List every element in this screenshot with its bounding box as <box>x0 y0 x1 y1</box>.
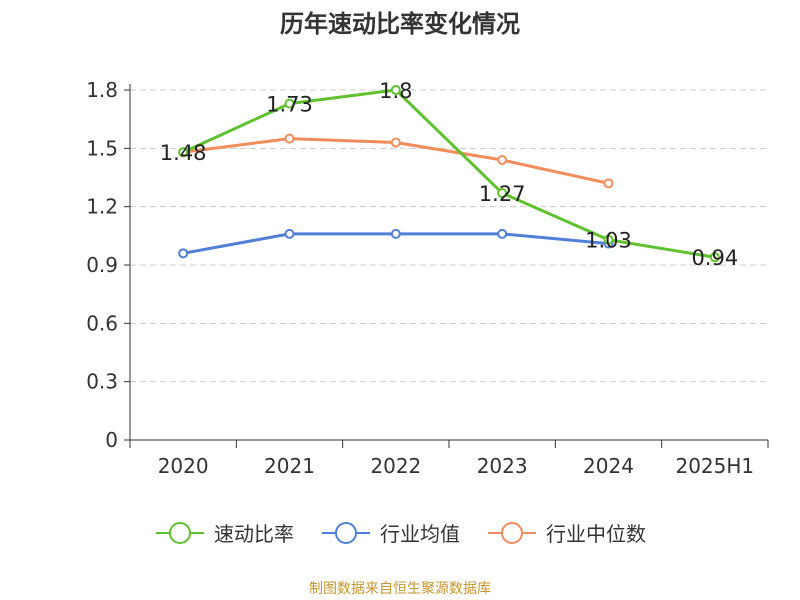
legend-line-icon <box>156 521 204 544</box>
data-point <box>603 178 614 189</box>
series-line-0 <box>182 88 716 259</box>
x-tick-label: 2020 <box>158 454 209 478</box>
x-tick-label: 2025H1 <box>675 454 754 478</box>
legend-label: 速动比率 <box>214 522 294 546</box>
data-point <box>178 248 189 259</box>
y-tick-label: 0.6 <box>86 311 118 335</box>
data-point <box>497 188 508 199</box>
source-note: 制图数据来自恒生聚源数据库 <box>309 581 491 597</box>
x-tick-label: 2023 <box>477 454 528 478</box>
data-point <box>390 137 401 148</box>
x-tick-label: 2024 <box>583 454 634 478</box>
data-label: 1.03 <box>585 229 632 253</box>
legend-item[interactable]: 行业中位数 <box>486 518 646 547</box>
data-point <box>603 234 614 245</box>
y-tick-label: 1.8 <box>86 78 118 102</box>
data-label: 0.94 <box>691 246 738 270</box>
legend-item[interactable]: 行业均值 <box>320 518 460 547</box>
y-tick-label: 0.3 <box>86 370 118 394</box>
data-point <box>497 228 508 239</box>
data-point <box>497 155 508 165</box>
data-point <box>178 147 189 158</box>
legend-line-icon <box>322 521 370 544</box>
y-tick-label: 1.5 <box>86 136 118 160</box>
legend-item[interactable]: 速动比率 <box>154 518 294 547</box>
data-point <box>284 228 295 239</box>
chart-title: 历年速动比率变化情况 <box>280 10 520 38</box>
x-tick-label: 2021 <box>264 454 315 478</box>
data-label: 1.27 <box>479 182 526 206</box>
y-tick-label: 0.9 <box>86 253 118 277</box>
data-label: 1.8 <box>379 79 412 103</box>
legend-label: 行业中位数 <box>546 522 646 546</box>
data-point <box>390 85 401 95</box>
data-label: 1.73 <box>266 93 313 117</box>
x-tick-label: 2022 <box>370 454 421 478</box>
data-point <box>284 133 295 144</box>
data-point <box>390 228 401 239</box>
data-point <box>284 98 295 109</box>
legend-label: 行业均值 <box>380 522 460 546</box>
y-tick-label: 1.2 <box>86 195 118 219</box>
y-tick-label: 0 <box>105 428 118 452</box>
legend: 速动比率 行业均值 行业中位数 <box>0 518 800 547</box>
data-label: 1.48 <box>160 141 207 165</box>
legend-line-icon <box>488 521 536 544</box>
data-point <box>709 252 720 263</box>
